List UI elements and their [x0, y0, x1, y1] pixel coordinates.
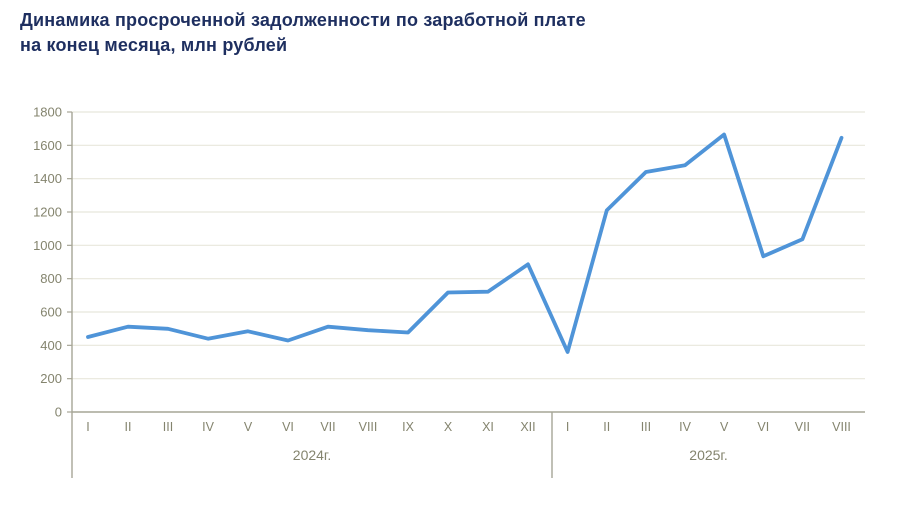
x-tick-label: IV	[679, 420, 691, 434]
y-axis-label: 1200	[33, 205, 62, 220]
y-axis-label: 200	[40, 371, 62, 386]
x-tick-label: VI	[757, 420, 769, 434]
x-tick-label: X	[444, 420, 453, 434]
x-tick-label: VIII	[832, 420, 851, 434]
y-axis-label: 800	[40, 271, 62, 286]
x-tick-label: VII	[795, 420, 810, 434]
x-tick-label: I	[566, 420, 569, 434]
x-tick-label: VI	[282, 420, 294, 434]
chart-title-line-1: Динамика просроченной задолженности по з…	[20, 10, 586, 30]
x-tick-label: VII	[320, 420, 335, 434]
y-axis-label: 1400	[33, 171, 62, 186]
y-axis-label: 400	[40, 338, 62, 353]
x-tick-label: III	[163, 420, 173, 434]
x-tick-label: XI	[482, 420, 494, 434]
x-tick-label: III	[641, 420, 651, 434]
y-axis-label: 1000	[33, 238, 62, 253]
x-tick-label: II	[125, 420, 132, 434]
chart-title: Динамика просроченной задолженности по з…	[20, 8, 586, 58]
x-tick-label: II	[603, 420, 610, 434]
x-tick-label: V	[244, 420, 253, 434]
x-tick-label: IX	[402, 420, 414, 434]
x-tick-label: IV	[202, 420, 214, 434]
chart-title-line-2: на конец месяца, млн рублей	[20, 35, 288, 55]
y-axis-label: 600	[40, 305, 62, 320]
y-axis-label: 1800	[33, 105, 62, 120]
y-axis-label: 1600	[33, 138, 62, 153]
data-series-line	[86, 132, 844, 354]
x-tick-label: V	[720, 420, 729, 434]
y-axis-label: 0	[55, 405, 62, 420]
year-label: 2025г.	[689, 447, 727, 463]
x-tick-label: XII	[520, 420, 535, 434]
year-label: 2024г.	[293, 447, 331, 463]
x-tick-label: VIII	[359, 420, 378, 434]
x-tick-label: I	[86, 420, 89, 434]
